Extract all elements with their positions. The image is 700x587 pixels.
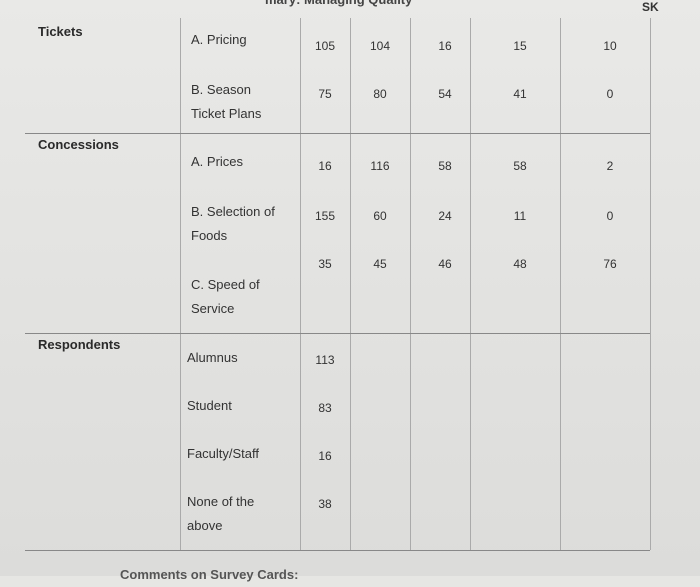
column-line <box>300 18 301 550</box>
footer-text: Comments on Survey Cards: <box>120 567 299 582</box>
user-initials[interactable]: SK <box>642 0 659 14</box>
cell-value: 48 <box>513 257 527 271</box>
column-line <box>350 18 351 550</box>
cell-value: 2 <box>606 159 614 173</box>
section-label: Tickets <box>38 24 83 39</box>
row-label: above <box>187 518 223 533</box>
row-label: Student <box>187 398 232 413</box>
cell-value: 16 <box>438 39 452 53</box>
cell-value: 76 <box>603 257 617 271</box>
column-line <box>560 18 561 550</box>
doc-title: mary: Managing Quality <box>265 0 412 12</box>
cell-value: 0 <box>606 87 614 101</box>
row-label: Faculty/Staff <box>187 446 260 461</box>
cell-value: 16 <box>318 159 332 173</box>
cell-value: 80 <box>373 87 387 101</box>
cell-value: 41 <box>513 87 527 101</box>
cell-value: 116 <box>370 159 390 173</box>
column-line <box>650 18 651 550</box>
cell-value: 24 <box>438 209 452 223</box>
row-line <box>25 133 650 134</box>
row-label: C. Speed of <box>191 277 260 292</box>
cell-value: 105 <box>314 39 336 53</box>
cell-value: 60 <box>373 209 387 223</box>
row-label: B. Season <box>191 82 251 97</box>
cell-value: 155 <box>314 209 336 223</box>
cell-value: 11 <box>513 209 527 223</box>
cell-value: 58 <box>438 159 452 173</box>
row-label: Foods <box>191 228 228 243</box>
row-label: Ticket Plans <box>191 106 262 121</box>
cell-value: 38 <box>318 497 332 511</box>
cell-value: 58 <box>513 159 527 173</box>
section-label: Respondents <box>38 337 121 352</box>
row-label: None of the <box>187 494 255 509</box>
cell-value: 15 <box>513 39 527 53</box>
cell-value: 35 <box>318 257 332 271</box>
row-label: Service <box>191 301 235 316</box>
row-label: A. Prices <box>191 154 244 169</box>
column-line <box>470 18 471 550</box>
cell-value: 10 <box>603 39 617 53</box>
cell-value: 46 <box>438 257 452 271</box>
section-label: Concessions <box>38 137 119 152</box>
row-label: A. Pricing <box>191 32 247 47</box>
row-line <box>25 550 650 551</box>
cell-value: 45 <box>373 257 387 271</box>
cell-value: 16 <box>318 449 332 463</box>
row-line <box>25 333 650 334</box>
column-line <box>410 18 411 550</box>
cell-value: 54 <box>438 87 452 101</box>
cell-value: 75 <box>318 87 332 101</box>
cell-value: 113 <box>315 353 335 367</box>
cell-value: 83 <box>318 401 332 415</box>
cell-value: 104 <box>369 39 391 53</box>
column-line <box>180 18 181 550</box>
row-label: B. Selection of <box>191 204 275 219</box>
row-label: Alumnus <box>187 350 238 365</box>
cell-value: 0 <box>606 209 614 223</box>
